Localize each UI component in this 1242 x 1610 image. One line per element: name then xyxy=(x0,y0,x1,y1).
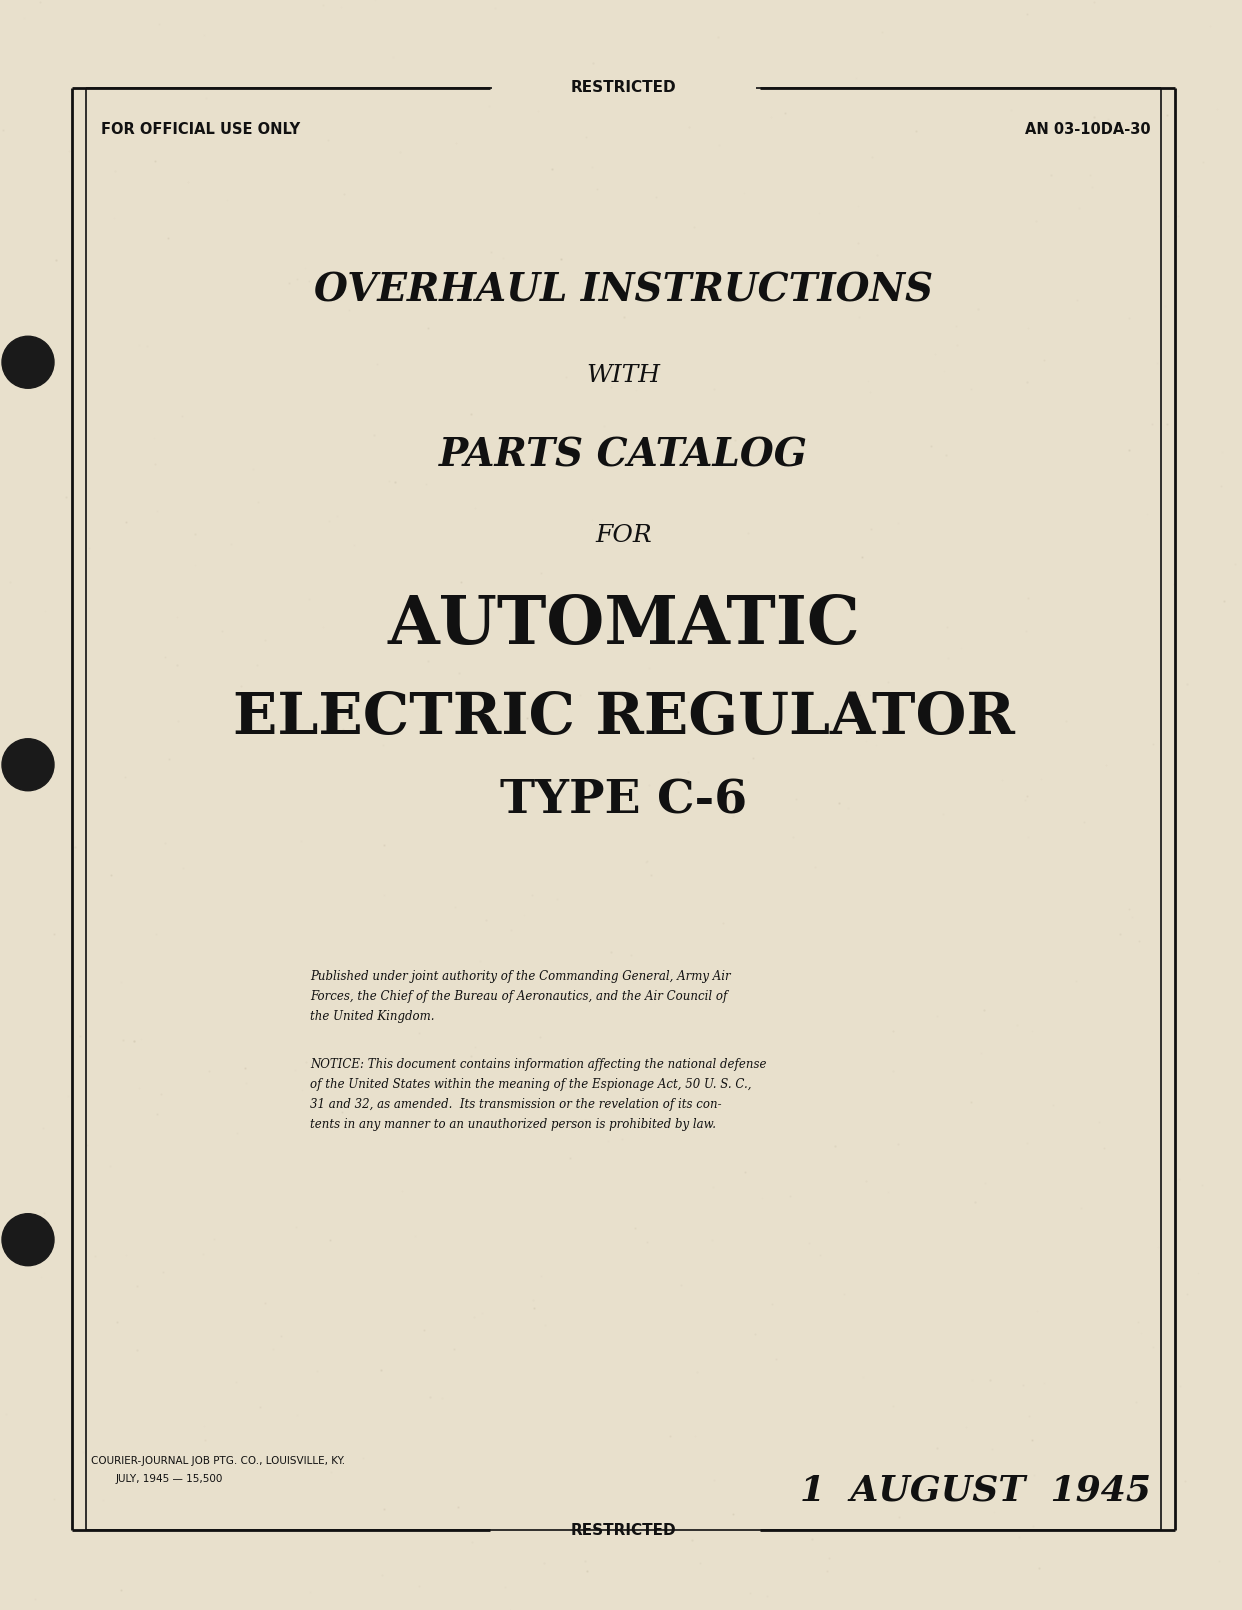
Text: COURIER-JOURNAL JOB PTG. CO., LOUISVILLE, KY.: COURIER-JOURNAL JOB PTG. CO., LOUISVILLE… xyxy=(91,1455,345,1467)
Text: 31 and 32, as amended.  Its transmission or the revelation of its con-: 31 and 32, as amended. Its transmission … xyxy=(310,1098,722,1111)
Text: RESTRICTED: RESTRICTED xyxy=(570,1523,677,1538)
Text: the United Kingdom.: the United Kingdom. xyxy=(310,1009,435,1022)
Text: Forces, the Chief of the Bureau of Aeronautics, and the Air Council of: Forces, the Chief of the Bureau of Aeron… xyxy=(310,990,728,1003)
Text: RESTRICTED: RESTRICTED xyxy=(570,80,677,95)
Text: PARTS CATALOG: PARTS CATALOG xyxy=(438,436,809,473)
Text: TYPE C-6: TYPE C-6 xyxy=(501,778,746,823)
Text: ELECTRIC REGULATOR: ELECTRIC REGULATOR xyxy=(232,691,1015,745)
Text: tents in any manner to an unauthorized person is prohibited by law.: tents in any manner to an unauthorized p… xyxy=(310,1117,715,1130)
Text: FOR OFFICIAL USE ONLY: FOR OFFICIAL USE ONLY xyxy=(101,122,301,137)
Text: OVERHAUL INSTRUCTIONS: OVERHAUL INSTRUCTIONS xyxy=(314,270,933,309)
Text: AN 03-10DA-30: AN 03-10DA-30 xyxy=(1026,122,1151,137)
Text: AUTOMATIC: AUTOMATIC xyxy=(388,592,859,657)
Text: 1  AUGUST  1945: 1 AUGUST 1945 xyxy=(800,1473,1151,1507)
Circle shape xyxy=(2,739,53,791)
Circle shape xyxy=(2,336,53,388)
Text: WITH: WITH xyxy=(586,364,661,386)
Text: of the United States within the meaning of the Espionage Act, 50 U. S. C.,: of the United States within the meaning … xyxy=(310,1079,751,1092)
Text: FOR: FOR xyxy=(595,523,652,546)
Text: JULY, 1945 — 15,500: JULY, 1945 — 15,500 xyxy=(116,1475,224,1484)
Circle shape xyxy=(2,1214,53,1265)
Text: Published under joint authority of the Commanding General, Army Air: Published under joint authority of the C… xyxy=(310,969,730,984)
Text: NOTICE: This document contains information affecting the national defense: NOTICE: This document contains informati… xyxy=(310,1058,766,1071)
